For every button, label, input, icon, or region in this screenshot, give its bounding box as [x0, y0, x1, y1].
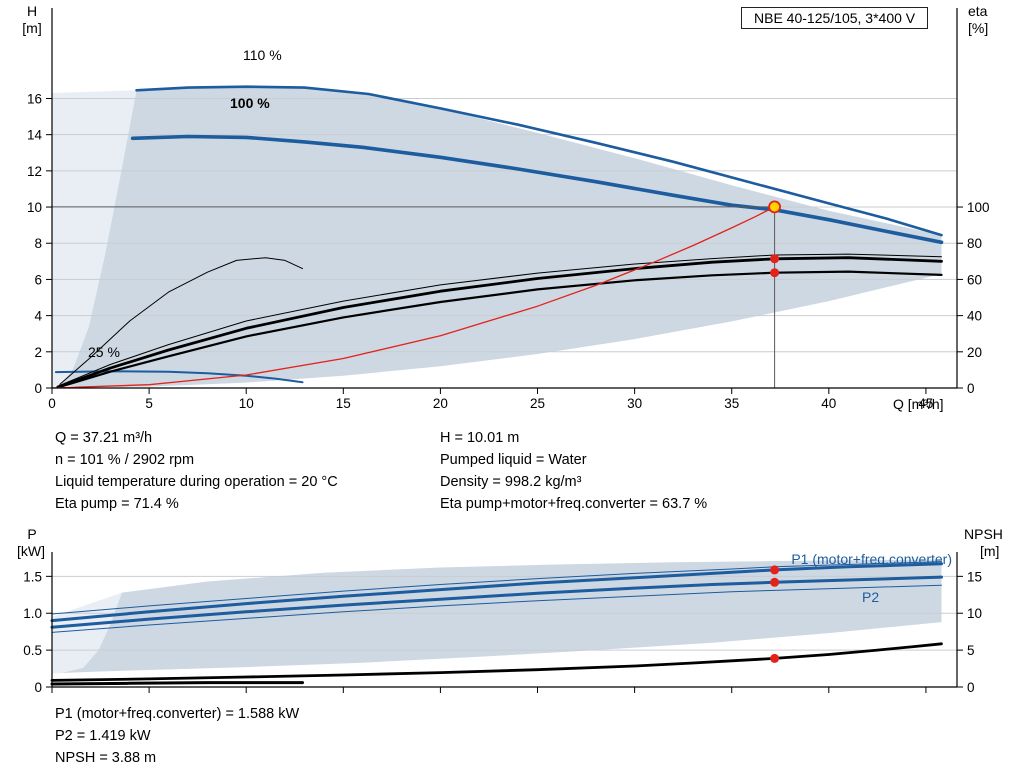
- eta-pump-curve: [56, 256, 943, 389]
- duty-info-left: Q = 37.21 m³/h n = 101 % / 2902 rpm Liqu…: [55, 427, 338, 515]
- power-band-lower-thin: [51, 584, 942, 633]
- tick-label: 15: [336, 396, 351, 411]
- operating-envelope: [60, 86, 942, 388]
- p2-curve: [50, 575, 943, 629]
- p-axis-unit: [kW]: [17, 543, 45, 559]
- tick-label: 20: [433, 396, 448, 411]
- info-h: H = 10.01 m: [440, 430, 520, 446]
- info-density: Density = 998.2 kg/m³: [440, 474, 582, 490]
- tick-label: 20: [967, 345, 982, 360]
- tick-label: 0: [48, 396, 56, 411]
- tick-label: 0: [34, 680, 42, 695]
- info-eta-pump: Eta pump = 71.4 %: [55, 496, 179, 512]
- power-band-upper-thin: [51, 561, 942, 615]
- tick-label: 80: [967, 236, 982, 251]
- info-temp: Liquid temperature during operation = 20…: [55, 474, 338, 490]
- tick-label: 45: [918, 396, 933, 411]
- npsh-axis-title: NPSH: [964, 526, 1003, 542]
- info-p2: P2 = 1.419 kW: [55, 728, 151, 744]
- envelope-pale: [52, 90, 137, 388]
- hq-eta-chart: 0 2 4 6 8 10 12 14 16 0 20 40 60 80 100 0 5 10 15 20 25 30 35 4…: [27, 8, 990, 411]
- info-eta-total: Eta pump+motor+freq.converter = 63.7 %: [440, 496, 708, 512]
- tick-label: 40: [967, 309, 982, 324]
- info-p1: P1 (motor+freq.converter) = 1.588 kW: [55, 706, 300, 722]
- info-n: n = 101 % / 2902 rpm: [55, 452, 195, 468]
- tick-label: 40: [821, 396, 836, 411]
- pump-title-box: NBE 40-125/105, 3*400 V: [741, 7, 929, 29]
- power-envelope: [61, 559, 942, 673]
- tick-label: 12: [27, 164, 42, 179]
- tick-label: 0: [967, 381, 975, 396]
- info-liquid: Pumped liquid = Water: [440, 452, 587, 468]
- tick-label: 16: [27, 91, 42, 106]
- tick-label: 2: [34, 345, 42, 360]
- p-axis-title: P: [27, 526, 37, 542]
- duty-info-right: H = 10.01 m Pumped liquid = Water Densit…: [440, 427, 707, 515]
- speed-100-label: 100 %: [230, 95, 270, 111]
- tick-label: 5: [967, 643, 975, 658]
- h-axis-title: H: [26, 3, 38, 19]
- npsh-duty-point: [770, 653, 780, 663]
- p-npsh-chart: 0 0.5 1.0 1.5 0 5 10 15: [23, 552, 982, 695]
- tick-label: 6: [34, 272, 42, 287]
- tick-label: 25: [530, 396, 545, 411]
- npsh-axis-unit: [m]: [980, 543, 1000, 559]
- npsh-curve: [50, 642, 943, 682]
- p1-duty-point: [770, 565, 780, 575]
- p2-duty-point: [770, 577, 780, 587]
- tick-label: 100: [967, 200, 990, 215]
- speed-curve-100pct: [130, 134, 944, 245]
- tick-label: 10: [967, 606, 982, 621]
- power-info: P1 (motor+freq.converter) = 1.588 kW P2 …: [55, 703, 299, 769]
- tick-label: 30: [627, 396, 642, 411]
- eta-axis-title: eta: [968, 3, 988, 19]
- info-q: Q = 37.21 m³/h: [55, 430, 153, 446]
- eta-axis-unit: [%]: [968, 20, 989, 36]
- tick-label: 1.0: [23, 606, 42, 621]
- q-axis-title: Q [m³/h]: [893, 396, 944, 412]
- p-25pct-curve: [50, 681, 304, 686]
- tick-label: 10: [27, 200, 42, 215]
- h-axis-unit: [m]: [22, 20, 42, 36]
- tick-label: 60: [967, 272, 982, 287]
- p1-curve-label: P1 (motor+freq.converter): [791, 551, 952, 567]
- eta-band-upper-thin: [57, 253, 942, 387]
- tick-label: 15: [967, 569, 982, 584]
- tick-label: 5: [145, 396, 153, 411]
- tick-label: 10: [239, 396, 254, 411]
- affinity-curve-red: [51, 206, 776, 389]
- speed-curve-110pct: [135, 85, 943, 237]
- tick-label: 35: [724, 396, 739, 411]
- tick-label: 0.5: [23, 643, 42, 658]
- duty-point-marker: [768, 200, 781, 214]
- eta-total-curve: [56, 270, 943, 389]
- tick-label: 8: [34, 236, 42, 251]
- tick-label: 1.5: [23, 569, 42, 584]
- eta-total-point: [770, 268, 780, 278]
- tick-label: 0: [967, 680, 975, 695]
- info-npsh: NPSH = 3.88 m: [55, 750, 157, 766]
- speed-110-label: 110 %: [243, 47, 282, 63]
- eta-pump-point: [770, 254, 780, 264]
- tick-label: 4: [34, 309, 42, 324]
- tick-label: 14: [27, 128, 43, 143]
- p1-curve: [50, 562, 943, 623]
- speed-25-label: 25 %: [88, 344, 120, 360]
- eta-25pct-thin: [59, 257, 303, 385]
- p2-curve-label: P2: [862, 589, 880, 605]
- tick-label: 0: [34, 381, 42, 396]
